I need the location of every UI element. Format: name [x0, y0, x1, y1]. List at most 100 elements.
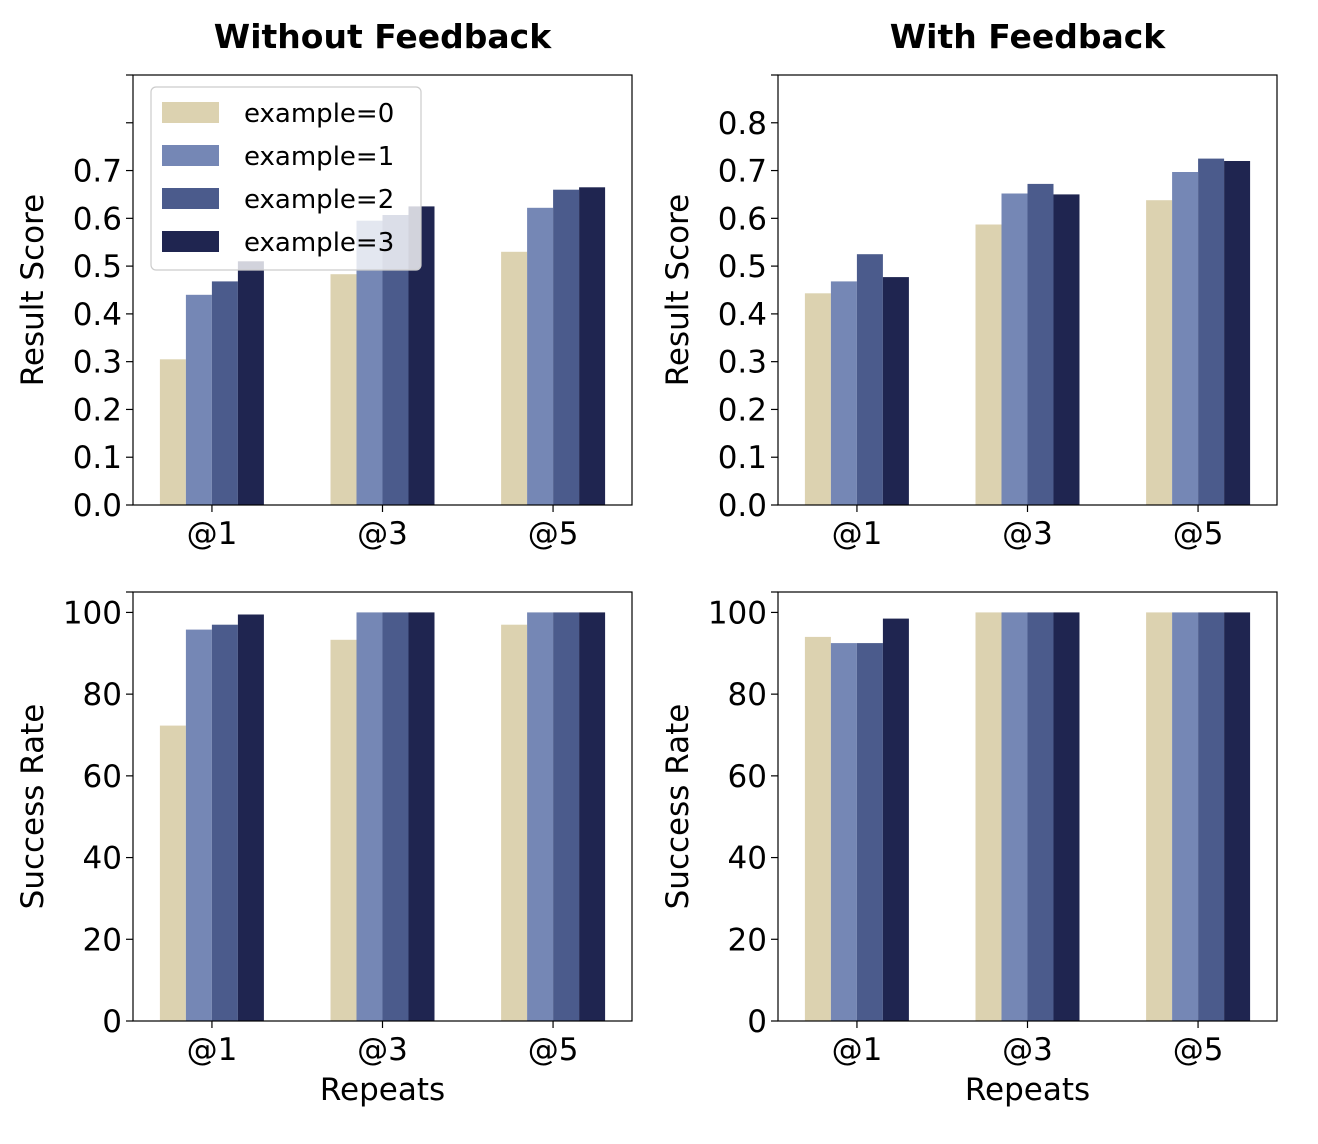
bar-sr-without-s1-c1 — [356, 612, 383, 1021]
y-tick-label: 0.2 — [73, 392, 122, 428]
y-tick-label: 0.4 — [73, 297, 122, 333]
bar-rs-without-s0-c1 — [330, 274, 357, 505]
x-tick-label: @3 — [1002, 1032, 1053, 1068]
bar-rs-with-s1-c2 — [1172, 172, 1199, 505]
y-tick-label: 60 — [728, 759, 767, 795]
y-tick-label: 40 — [83, 841, 122, 877]
bar-rs-with-s1-c1 — [1001, 193, 1028, 505]
y-tick-label: 0.5 — [718, 249, 767, 285]
y-tick-label: 0.7 — [73, 154, 122, 190]
bar-sr-without-s2-c2 — [553, 612, 580, 1021]
y-axis-label: Success Rate — [15, 704, 51, 910]
bar-sr-with-s2-c2 — [1198, 612, 1225, 1021]
bar-rs-with-s3-c2 — [1224, 161, 1251, 505]
bar-sr-without-s2-c0 — [211, 624, 238, 1021]
chart-title: Without Feedback — [214, 17, 552, 56]
y-tick-label: 0 — [747, 1004, 767, 1040]
bar-rs-without-s1-c0 — [185, 294, 212, 505]
y-tick-label: 0.6 — [73, 201, 122, 237]
bar-rs-with-s2-c0 — [856, 254, 883, 505]
y-tick-label: 20 — [728, 922, 767, 958]
y-tick-label: 0.3 — [73, 345, 122, 381]
bar-sr-with-s1-c1 — [1001, 612, 1028, 1021]
y-tick-label: 40 — [728, 841, 767, 877]
legend-label-0: example=0 — [244, 99, 394, 129]
bar-rs-with-s1-c0 — [830, 281, 857, 505]
y-tick-label: 0.0 — [718, 488, 767, 524]
y-tick-label: 100 — [708, 595, 767, 631]
legend-swatch-3 — [162, 231, 219, 252]
legend-box — [150, 86, 422, 271]
y-tick-label: 0.6 — [718, 201, 767, 237]
y-axis-label: Success Rate — [660, 704, 696, 910]
chart-sr-with: 0 20 40 60 80 100 @1 @3 @5 Success Rate Repeats — [660, 591, 1278, 1108]
bar-rs-without-s2-c0 — [211, 281, 238, 505]
legend-swatch-1 — [162, 145, 219, 166]
x-tick-label: @1 — [832, 516, 883, 552]
bar-sr-without-s2-c1 — [382, 612, 409, 1021]
x-tick-label: @1 — [187, 516, 238, 552]
x-tick-label: @1 — [187, 1032, 238, 1068]
chart-rs-without: 0.0 0.1 0.2 0.3 0.4 0.5 0.6 0.7 @1 @3 @5 Result Sco… — [15, 17, 633, 552]
y-tick-label: 0.7 — [718, 154, 767, 190]
y-tick-label: 0.2 — [718, 392, 767, 428]
y-tick-label: 0.4 — [718, 297, 767, 333]
y-tick-label: 80 — [83, 677, 122, 713]
bar-rs-without-s1-c2 — [527, 207, 554, 506]
bar-sr-without-s3-c0 — [237, 614, 264, 1021]
bar-sr-with-s2-c0 — [856, 643, 883, 1021]
y-tick-label: 0.1 — [718, 440, 767, 476]
bar-rs-with-s0-c0 — [804, 293, 831, 505]
y-tick-label: 0.3 — [718, 345, 767, 381]
x-tick-label: @5 — [528, 516, 579, 552]
bar-rs-without-s2-c2 — [553, 189, 580, 505]
bar-sr-without-s3-c1 — [408, 612, 435, 1021]
y-tick-label: 0.5 — [73, 249, 122, 285]
bar-sr-with-s3-c1 — [1053, 612, 1080, 1021]
bar-rs-without-s0-c0 — [159, 359, 186, 505]
bar-sr-with-s1-c2 — [1172, 612, 1199, 1021]
bar-rs-with-s0-c2 — [1146, 200, 1173, 505]
y-axis-label: Result Score — [660, 194, 696, 386]
bar-sr-without-s1-c2 — [527, 612, 554, 1021]
x-tick-label: @3 — [357, 516, 408, 552]
chart-sr-without: 0 20 40 60 80 100 @1 @3 @5 Success Rate Repeats — [15, 591, 633, 1108]
x-axis-label: Repeats — [320, 1072, 445, 1108]
x-tick-label: @3 — [357, 1032, 408, 1068]
legend-label-3: example=3 — [244, 228, 394, 258]
legend-swatch-0 — [162, 102, 219, 123]
bar-rs-with-s2-c2 — [1198, 158, 1225, 505]
y-tick-label: 0.1 — [73, 440, 122, 476]
bar-rs-with-s0-c1 — [975, 224, 1002, 505]
bar-sr-without-s0-c1 — [330, 639, 357, 1021]
y-tick-label: 60 — [83, 759, 122, 795]
legend-label-1: example=1 — [244, 142, 394, 172]
bar-rs-without-s0-c2 — [501, 251, 528, 505]
bar-rs-with-s2-c1 — [1027, 183, 1054, 505]
bar-sr-with-s3-c0 — [882, 618, 909, 1021]
bar-rs-without-s3-c0 — [237, 261, 264, 505]
bar-sr-with-s0-c2 — [1146, 612, 1173, 1021]
chart-title: With Feedback — [890, 17, 1167, 56]
bar-sr-with-s1-c0 — [830, 643, 857, 1021]
y-axis-label: Result Score — [15, 194, 51, 386]
bar-sr-without-s0-c0 — [159, 725, 186, 1021]
legend-label-2: example=2 — [244, 185, 394, 215]
y-tick-label: 0 — [102, 1004, 122, 1040]
bar-sr-without-s1-c0 — [185, 629, 212, 1021]
y-tick-label: 80 — [728, 677, 767, 713]
bar-sr-with-s2-c1 — [1027, 612, 1054, 1021]
y-tick-label: 20 — [83, 922, 122, 958]
x-tick-label: @5 — [1173, 1032, 1224, 1068]
legend-swatch-2 — [162, 188, 219, 209]
bar-sr-without-s3-c2 — [579, 612, 606, 1021]
x-tick-label: @1 — [832, 1032, 883, 1068]
bar-rs-with-s3-c0 — [882, 277, 909, 505]
y-tick-label: 0.0 — [73, 488, 122, 524]
y-tick-label: 0.8 — [718, 106, 767, 142]
x-tick-label: @5 — [528, 1032, 579, 1068]
bar-rs-without-s3-c2 — [579, 187, 606, 506]
x-tick-label: @5 — [1173, 516, 1224, 552]
bar-sr-with-s3-c2 — [1224, 612, 1251, 1021]
